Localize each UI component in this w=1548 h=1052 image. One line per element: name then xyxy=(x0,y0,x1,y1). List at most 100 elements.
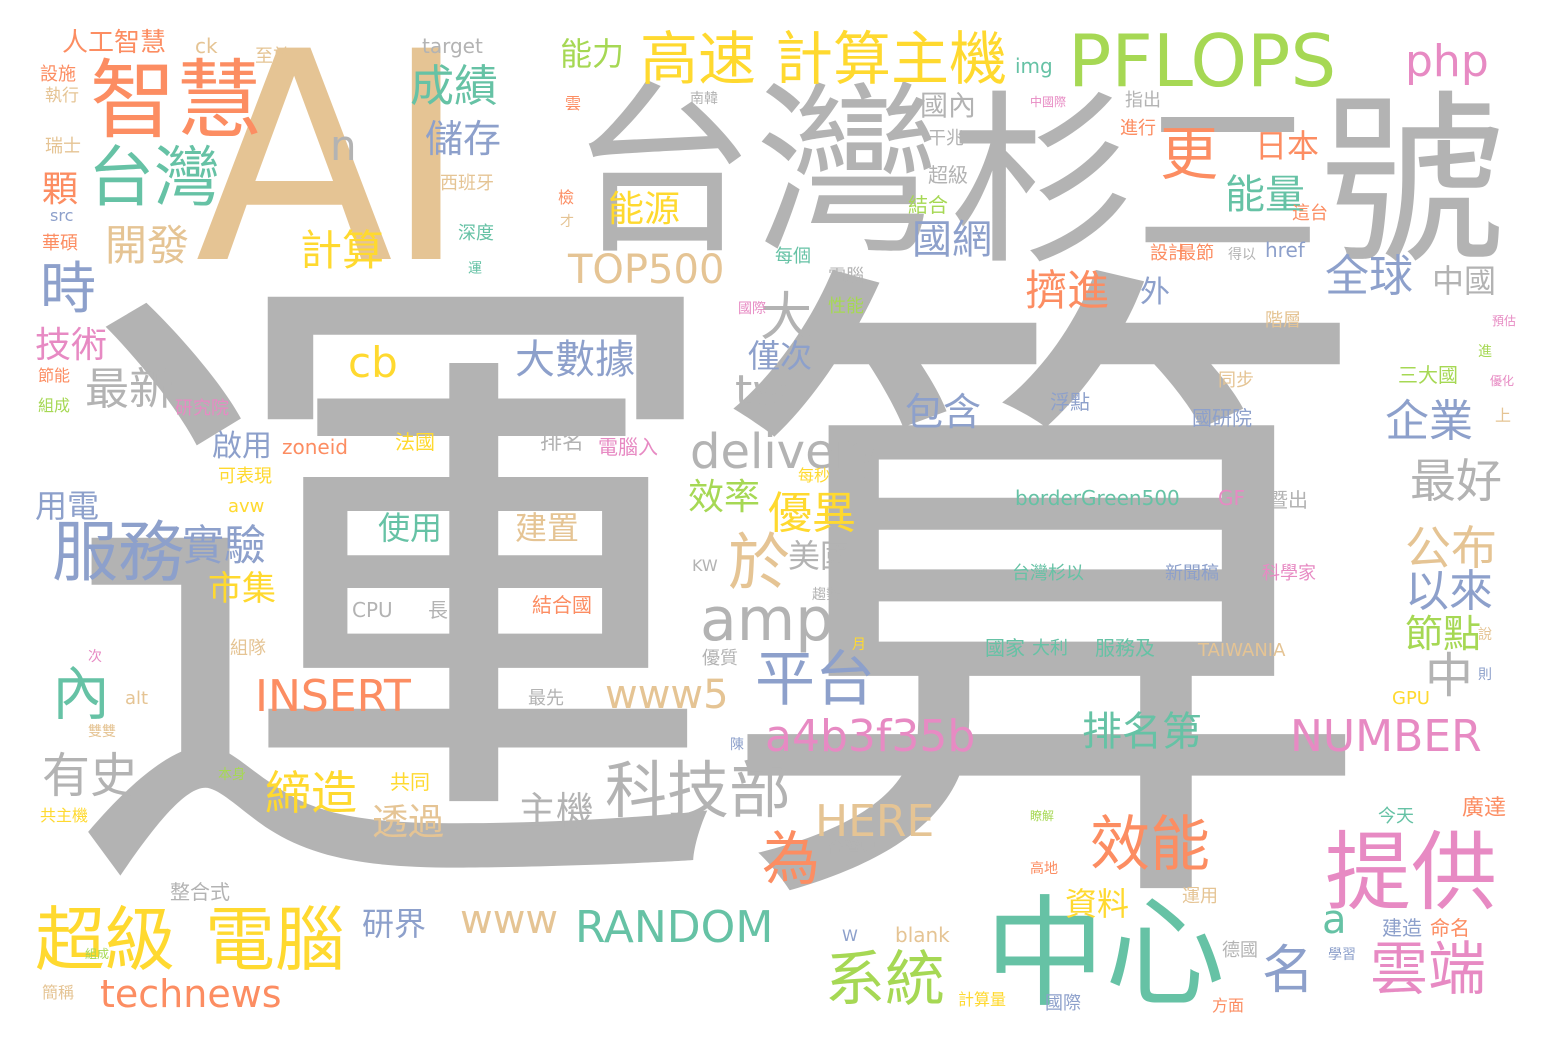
word-taiwan-green: 台灣 xyxy=(88,139,220,216)
word-youyi: 優異 xyxy=(768,488,856,539)
word-shiyan: 實驗 xyxy=(182,521,267,570)
word-taiwanshi: 台灣史 xyxy=(828,838,877,857)
word-shiyong: 使用 xyxy=(378,509,443,547)
word-benshen: 本身 xyxy=(218,767,246,783)
word-yunduan: 雲端 xyxy=(1370,935,1487,1003)
word-meimiao: 每秒 xyxy=(798,466,831,485)
word-jieheguo: 結合國 xyxy=(532,593,592,617)
word-avw: avw xyxy=(228,496,265,517)
word-yun-small: 運 xyxy=(468,261,482,277)
word-chen: 陳 xyxy=(730,737,744,753)
word-zhengheshi: 整合式 xyxy=(170,880,230,904)
word-guoji-blue: 國際 xyxy=(1045,993,1081,1014)
word-a4b3f35b: a4b3f35b xyxy=(765,711,976,762)
word-quanqiu: 全球 xyxy=(1325,251,1413,302)
word-xuexi: 學習 xyxy=(1328,947,1356,963)
word-zoneid: zoneid xyxy=(282,435,348,459)
word-tw: tw xyxy=(735,366,789,417)
word-delivery: delivery xyxy=(690,424,883,480)
word-shuangshuang: 雙雙 xyxy=(88,724,116,740)
word-zuihao: 最好 xyxy=(1410,454,1502,508)
word-jichu: 暨出 xyxy=(1268,488,1308,512)
word-xitong: 系統 xyxy=(825,945,945,1015)
word-jieneng: 節能 xyxy=(38,366,71,385)
word-shan-er-hao: 杉二號 xyxy=(950,74,1505,290)
word-taiwan-large: 台灣 xyxy=(570,64,940,280)
word-guoji-pink: 國際 xyxy=(738,301,766,317)
word-gaodi: 高地 xyxy=(1030,861,1058,877)
word-fudian: 浮點 xyxy=(1050,390,1090,414)
word-target: target xyxy=(422,34,483,58)
word-nengyuan: 能源 xyxy=(608,189,681,230)
word-fangmian: 方面 xyxy=(1212,996,1245,1015)
word-zhixing: 執行 xyxy=(45,86,79,106)
word-fuwuji: 服務及 xyxy=(1095,636,1155,660)
word-jinxing: 進行 xyxy=(1120,118,1156,139)
word-nanhan: 南韓 xyxy=(690,91,718,107)
word-zhiyu: 至於 xyxy=(255,46,291,67)
word-yun: 雲 xyxy=(565,94,582,113)
word-kexuejia: 科學家 xyxy=(1262,563,1316,584)
word-meiguo: 美國 xyxy=(788,537,853,575)
word-php: php xyxy=(1405,36,1489,87)
word-shuo: 說 xyxy=(1478,627,1492,643)
word-w: W xyxy=(842,926,858,945)
word-liaojie: 瞭解 xyxy=(1030,809,1055,823)
word-xiaolv: 效率 xyxy=(688,477,761,518)
word-bordergreen500: borderGreen500 xyxy=(1015,486,1180,510)
word-chaoji-gray: 超級 xyxy=(928,163,968,187)
word-youhua: 優化 xyxy=(1490,374,1515,388)
word-jieceng: 階層 xyxy=(1265,310,1301,331)
word-guojia: 國家 xyxy=(985,636,1025,660)
word-youshi: 有史 xyxy=(42,748,139,804)
word-www: www xyxy=(460,897,559,943)
word-guangda: 廣達 xyxy=(1462,796,1507,821)
word-ruishi: 瑞士 xyxy=(45,136,81,157)
word-youzhi: 優質 xyxy=(702,648,738,669)
word-chang: 長 xyxy=(428,598,448,622)
word-shendu: 深度 xyxy=(458,223,494,244)
word-gpu: GPU xyxy=(1392,688,1430,709)
word-src: src xyxy=(50,206,74,225)
word-baohan: 包含 xyxy=(905,390,982,434)
word-kaifa: 開發 xyxy=(105,221,190,270)
word-jisuan: 計算 xyxy=(300,226,385,275)
word-zhongguoji: 中國際 xyxy=(1030,95,1067,109)
word-ck: ck xyxy=(195,34,218,58)
word-chucun: 儲存 xyxy=(425,117,502,161)
word-huashuo: 華碩 xyxy=(42,233,78,254)
word-ziliao: 資料 xyxy=(1065,885,1130,923)
word-yanjie: 研界 xyxy=(362,905,427,943)
word-cpu: CPU xyxy=(352,598,393,622)
word-nei: 內 xyxy=(52,660,111,728)
word-n: n xyxy=(330,121,357,170)
word-jijin: 擠進 xyxy=(1025,266,1110,315)
word-zhihui: 智慧 xyxy=(90,51,262,151)
word-zhongguo: 中國 xyxy=(1432,262,1497,300)
word-zudui: 組隊 xyxy=(230,638,266,659)
word-sandaguo: 三大國 xyxy=(1398,363,1458,387)
word-wei: 為 xyxy=(762,825,821,893)
word-qianzhao: 干兆 xyxy=(928,128,964,149)
word-deyi: 得以 xyxy=(1228,247,1256,263)
word-paimingdi: 排名第 xyxy=(1082,709,1202,755)
word-cb: cb xyxy=(348,338,398,387)
word-guonei: 國內 xyxy=(920,89,977,122)
word-jintian: 今天 xyxy=(1378,806,1414,827)
word-jian: 檢 xyxy=(558,188,575,207)
word-shang: 上 xyxy=(1495,406,1512,425)
word-alt: alt xyxy=(125,688,149,709)
word-jisuanzhuji: 計算主機 xyxy=(775,25,1008,93)
word-nengliang: 能量 xyxy=(1225,172,1305,218)
word-yanjiuyuan: 研究院 xyxy=(175,398,229,419)
word-zucheng-2: 組成 xyxy=(85,947,110,961)
word-technews: technews xyxy=(100,972,282,1016)
word-meige: 每個 xyxy=(775,246,811,267)
word-img: img xyxy=(1015,54,1053,78)
word-insert: INSERT xyxy=(255,671,411,722)
word-qushi: 趨勢 xyxy=(812,587,840,603)
word-gongzhuji: 共主機 xyxy=(40,806,89,825)
word-zhichu: 指出 xyxy=(1125,90,1161,111)
word-jiancheng: 簡稱 xyxy=(42,983,75,1002)
word-chengji: 成績 xyxy=(410,61,498,112)
